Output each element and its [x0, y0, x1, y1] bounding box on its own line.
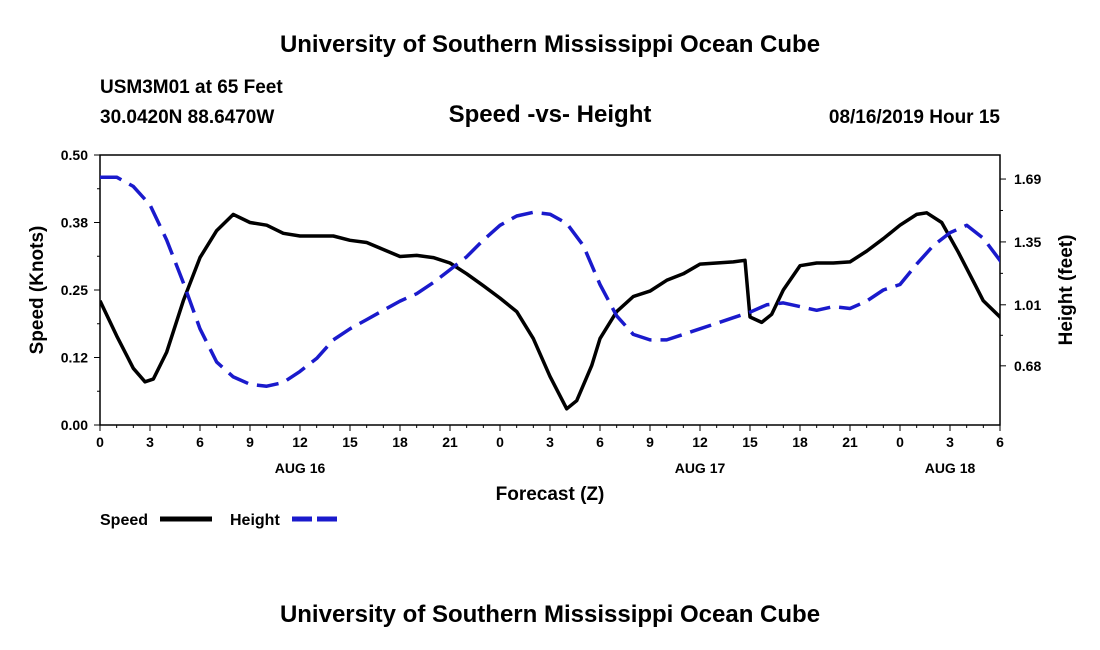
top-title: University of Southern Mississippi Ocean…: [279, 31, 821, 58]
day-label: AUG 16: [275, 460, 326, 476]
x-tick-label: 9: [246, 434, 254, 450]
x-tick-label: 12: [692, 434, 708, 450]
day-label: AUG 18: [925, 460, 976, 476]
legend-speed-label: Speed: [100, 512, 148, 529]
day-label: AUG 17: [675, 460, 726, 476]
x-tick-label: 6: [596, 434, 604, 450]
y-tick-label: 0.25: [61, 282, 88, 298]
x-tick-label: 0: [496, 434, 504, 450]
coordinates-label: 30.0420N 88.6470W: [100, 107, 275, 128]
speed-series-line: [100, 211, 1000, 411]
x-tick-label: 6: [996, 434, 1004, 450]
x-tick-label: 3: [146, 434, 154, 450]
x-tick-label: 12: [292, 434, 308, 450]
y-tick-label: 0.12: [61, 350, 88, 366]
y-tick-label: 0.00: [61, 417, 88, 433]
station-label: USM3M01 at 65 Feet: [100, 77, 283, 98]
bottom-title: University of Southern Mississippi Ocean…: [279, 601, 821, 628]
x-tick-label: 21: [842, 434, 858, 450]
x-tick-label: 15: [342, 434, 358, 450]
x-tick-label: 3: [546, 434, 554, 450]
y-right-tick-label: 1.35: [1014, 234, 1041, 250]
y-axis-title: Speed (Knots): [27, 226, 48, 355]
x-tick-label: 3: [946, 434, 954, 450]
x-tick-label: 18: [392, 434, 408, 450]
x-tick-label: 0: [896, 434, 904, 450]
datetime-label: 08/16/2019 Hour 15: [828, 107, 1000, 128]
y-tick-label: 0.50: [61, 147, 88, 163]
plot-area: 0 3 6 9 12 15 18 21 0 3 6 9 12 15 18 21 0 3 6 0.00 0.12 0.25 0…: [27, 147, 1077, 529]
height-series-line: [100, 175, 1000, 388]
plot-frame: [99, 154, 1001, 426]
chart-title: Speed -vs- Height: [448, 101, 652, 128]
y-right-axis-title: Height (feet): [1056, 235, 1077, 346]
x-tick-label: 21: [442, 434, 458, 450]
y-right-tick-label: 1.01: [1014, 297, 1041, 313]
y-tick-label: 0.38: [61, 215, 88, 231]
y-right-tick-label: 0.68: [1014, 358, 1041, 374]
y-right-tick-label: 1.69: [1014, 171, 1041, 187]
x-tick-label: 18: [792, 434, 808, 450]
legend-height-label: Height: [230, 512, 280, 529]
x-tick-label: 9: [646, 434, 654, 450]
x-tick-label: 6: [196, 434, 204, 450]
x-tick-label: 15: [742, 434, 758, 450]
x-tick-label: 0: [96, 434, 104, 450]
x-axis-title: Forecast (Z): [496, 484, 605, 505]
